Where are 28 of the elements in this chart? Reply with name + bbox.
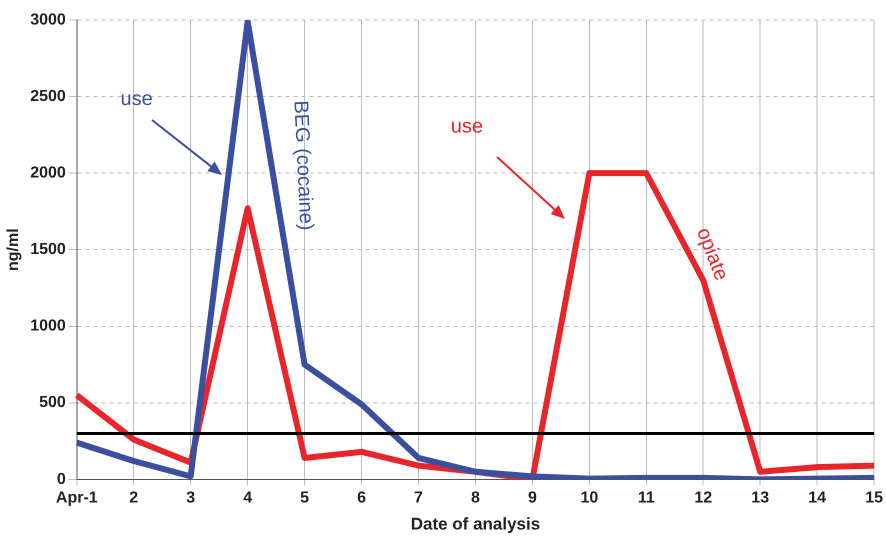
x-tick-label: 9 xyxy=(528,489,537,506)
y-tick-label: 2500 xyxy=(30,88,66,105)
annotation: use xyxy=(450,116,484,138)
x-tick-label: 2 xyxy=(129,489,138,506)
x-tick-label: 6 xyxy=(357,489,366,506)
annotation: opiate xyxy=(692,224,732,284)
y-tick-label: 0 xyxy=(56,470,66,488)
x-tick-label: 14 xyxy=(808,489,826,506)
y-tick-label: 2000 xyxy=(30,164,66,182)
x-tick-label: 5 xyxy=(300,489,310,506)
x-tick-label: 11 xyxy=(638,489,655,506)
x-axis-title: Date of analysis xyxy=(410,514,540,534)
x-tick-label: 10 xyxy=(580,489,598,506)
y-tick-label: 500 xyxy=(39,394,66,412)
x-tick-label: 7 xyxy=(414,489,424,506)
x-tick-label: 15 xyxy=(865,489,884,506)
x-tick-label: 4 xyxy=(243,489,252,506)
x-tick-label: Apr-1 xyxy=(56,489,98,506)
y-axis-title: ng/ml xyxy=(5,228,22,272)
y-tick-label: 3000 xyxy=(30,11,66,28)
x-tick-label: 8 xyxy=(470,489,480,506)
y-tick-label: 1000 xyxy=(30,318,66,335)
x-tick-label: 12 xyxy=(694,489,712,506)
annotation: BEG (cocaine) xyxy=(289,100,318,231)
annotation: use xyxy=(120,88,153,110)
y-tick-label: 1500 xyxy=(30,241,66,258)
x-tick-label: 13 xyxy=(751,489,770,506)
x-tick-label: 3 xyxy=(186,489,196,506)
